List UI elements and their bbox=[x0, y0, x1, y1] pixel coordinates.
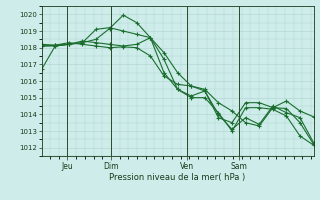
X-axis label: Pression niveau de la mer( hPa ): Pression niveau de la mer( hPa ) bbox=[109, 173, 246, 182]
